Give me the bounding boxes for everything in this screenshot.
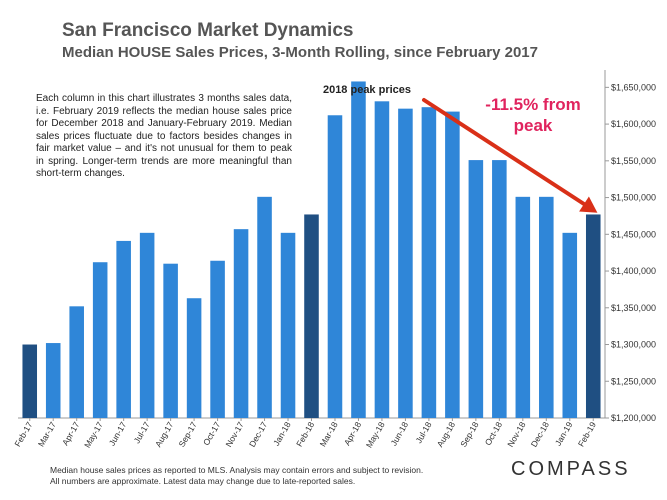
bar bbox=[92, 262, 108, 418]
x-tick-label: Sep-18 bbox=[458, 420, 481, 449]
chart-subtitle: Median HOUSE Sales Prices, 3-Month Rolli… bbox=[62, 44, 538, 61]
x-tick-label: Feb-18 bbox=[294, 420, 316, 449]
bar bbox=[210, 260, 225, 418]
y-tick-label: $1,250,000 bbox=[611, 376, 656, 386]
bar bbox=[304, 214, 319, 418]
annotation-change-label-2: peak bbox=[514, 116, 553, 135]
x-tick-label: Jun-18 bbox=[388, 420, 410, 448]
x-tick-label: Apr-17 bbox=[60, 420, 82, 447]
y-tick-label: $1,350,000 bbox=[611, 303, 656, 313]
bar bbox=[398, 108, 413, 418]
y-tick-label: $1,600,000 bbox=[611, 119, 656, 129]
x-tick-label: Nov-17 bbox=[223, 420, 245, 449]
x-tick-label: Jan-18 bbox=[271, 420, 293, 448]
footer-line-1: Median house sales prices as reported to… bbox=[50, 465, 424, 475]
bar bbox=[45, 343, 61, 418]
x-tick-label: Jan-19 bbox=[553, 420, 575, 448]
x-tick-label: Aug-17 bbox=[153, 420, 176, 449]
bar bbox=[351, 81, 366, 418]
x-tick-label: Mar-18 bbox=[318, 420, 340, 449]
y-tick-label: $1,500,000 bbox=[611, 193, 656, 203]
annotation-change-label: -11.5% from bbox=[485, 95, 580, 114]
decline-arrow-head bbox=[579, 196, 598, 213]
y-tick-label: $1,550,000 bbox=[611, 156, 656, 166]
bar bbox=[468, 160, 484, 418]
bar bbox=[22, 344, 38, 418]
annotation-peak-label: 2018 peak prices bbox=[323, 84, 411, 96]
bar bbox=[562, 232, 578, 418]
x-tick-label: Sep-17 bbox=[176, 420, 199, 449]
y-tick-label: $1,650,000 bbox=[611, 82, 656, 92]
bar bbox=[445, 111, 460, 419]
x-tick-label: Nov-18 bbox=[505, 420, 527, 449]
x-tick-label: Jun-17 bbox=[107, 420, 129, 448]
bar bbox=[163, 263, 178, 418]
footer-disclaimer: Median house sales prices as reported to… bbox=[50, 465, 490, 487]
bar bbox=[257, 196, 272, 418]
bar bbox=[116, 240, 131, 418]
y-tick-label: $1,450,000 bbox=[611, 229, 656, 239]
bar bbox=[139, 232, 155, 418]
chart-title: San Francisco Market Dynamics bbox=[62, 20, 354, 41]
x-tick-label: Dec-18 bbox=[529, 420, 551, 449]
x-tick-label: Aug-18 bbox=[435, 420, 458, 449]
x-tick-label: Jul-18 bbox=[413, 420, 433, 445]
x-tick-label: Oct-18 bbox=[483, 420, 505, 447]
bar bbox=[327, 115, 343, 418]
x-tick-label: Feb-17 bbox=[12, 420, 34, 449]
bar bbox=[186, 298, 202, 418]
bar bbox=[515, 196, 531, 418]
x-tick-label: Apr-18 bbox=[342, 420, 364, 447]
bar bbox=[374, 101, 390, 419]
bar bbox=[233, 229, 249, 418]
bar bbox=[421, 107, 437, 419]
footer-line-2: All numbers are approximate. Latest data… bbox=[50, 476, 356, 486]
decline-arrow-shaft bbox=[422, 98, 586, 206]
compass-logo: COMPASS bbox=[511, 458, 631, 480]
y-tick-label: $1,200,000 bbox=[611, 413, 656, 423]
bar bbox=[69, 306, 84, 418]
bar bbox=[492, 160, 507, 418]
x-tick-label: Dec-17 bbox=[247, 420, 269, 449]
bar bbox=[539, 196, 554, 418]
x-tick-label: Oct-17 bbox=[201, 420, 223, 447]
x-tick-label: Feb-19 bbox=[576, 420, 598, 449]
x-tick-label: May-17 bbox=[82, 420, 105, 450]
y-tick-label: $1,400,000 bbox=[611, 266, 656, 276]
x-tick-label: Mar-17 bbox=[36, 420, 58, 449]
explanatory-note: Each column in this chart illustrates 3 … bbox=[36, 93, 292, 179]
y-tick-label: $1,300,000 bbox=[611, 340, 656, 350]
bar bbox=[585, 214, 601, 418]
x-tick-label: Jul-17 bbox=[132, 420, 152, 445]
bar bbox=[280, 232, 296, 418]
x-tick-label: May-18 bbox=[364, 420, 387, 450]
